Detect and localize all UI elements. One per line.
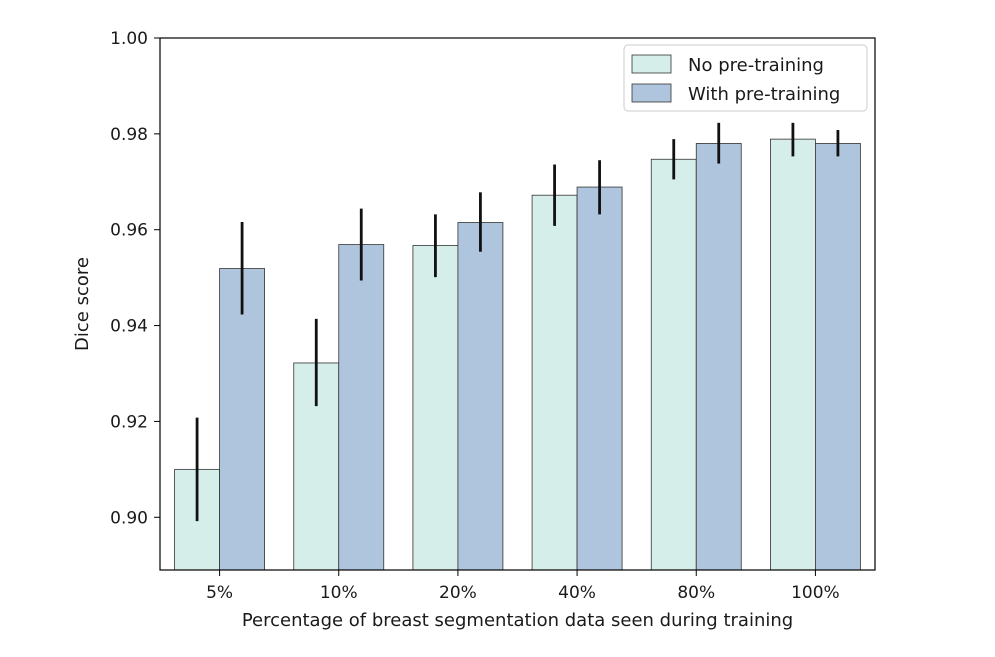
x-axis: 5% 10% 20% 40% 80% 100% xyxy=(206,570,840,603)
y-tick-label: 0.90 xyxy=(110,508,148,528)
y-tick-label: 1.00 xyxy=(110,29,148,49)
legend-frame xyxy=(623,44,868,112)
legend-swatch-no-pretraining xyxy=(631,54,672,74)
legend-label-with-pretraining: With pre-training xyxy=(688,84,840,105)
x-tick-label: 20% xyxy=(439,583,477,603)
bar-with-pre-training-40 xyxy=(576,186,623,571)
legend-swatch-with-pretraining xyxy=(631,83,672,103)
plot-frame xyxy=(159,37,876,571)
bars-group xyxy=(174,138,861,571)
y-axis-label: Dice score xyxy=(72,257,93,351)
bar-with-pre-training-20 xyxy=(457,222,504,571)
x-tick-label: 10% xyxy=(320,583,358,603)
plot-area xyxy=(160,38,875,570)
x-tick-label: 80% xyxy=(677,583,715,603)
bar-with-pre-training-100 xyxy=(815,143,861,571)
y-axis: 0.90 0.92 0.94 0.96 0.98 1.00 xyxy=(110,29,160,528)
legend: No pre-training With pre-training xyxy=(623,44,868,112)
y-tick-label: 0.96 xyxy=(110,221,148,241)
error-bars-group xyxy=(195,122,840,522)
bar-no-pre-training-80 xyxy=(650,158,697,571)
bar-no-pre-training-100 xyxy=(770,138,816,571)
bar-with-pre-training-80 xyxy=(695,143,742,571)
x-axis-label: Percentage of breast segmentation data s… xyxy=(242,610,793,631)
bar-no-pre-training-20 xyxy=(412,245,459,571)
bar-with-pre-training-5 xyxy=(219,268,265,571)
legend-label-no-pretraining: No pre-training xyxy=(688,55,824,76)
bar-no-pre-training-40 xyxy=(531,194,578,571)
x-tick-label: 40% xyxy=(558,583,596,603)
y-tick-label: 0.94 xyxy=(110,317,148,337)
y-tick-label: 0.98 xyxy=(110,125,148,145)
x-tick-label: 100% xyxy=(791,583,840,603)
y-tick-label: 0.92 xyxy=(110,412,148,432)
bar-with-pre-training-10 xyxy=(338,244,385,571)
x-tick-label: 5% xyxy=(206,583,233,603)
